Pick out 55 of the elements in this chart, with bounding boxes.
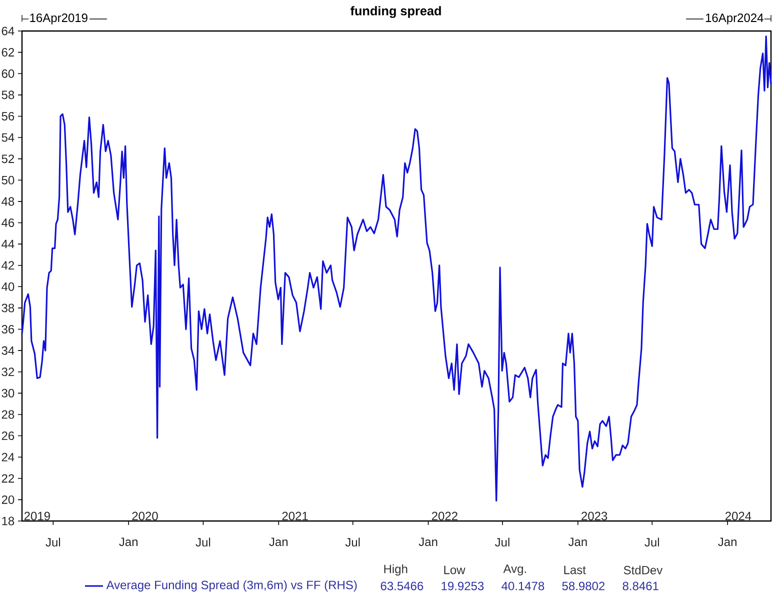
y-tick-label: 42 xyxy=(2,261,14,270)
y-tick-label: 62 xyxy=(2,48,14,57)
text: 16Apr2019 xyxy=(30,14,88,24)
y-tick-label: 18 xyxy=(2,516,14,526)
x2-tick-label: 2021 xyxy=(282,512,308,520)
x-tick-label: Jul xyxy=(345,538,360,547)
x-tick-label: Jul xyxy=(46,538,60,547)
y-tick-label: 52 xyxy=(2,154,14,164)
text: Avg. xyxy=(503,564,526,576)
text: StdDev xyxy=(624,566,663,574)
x2-tick-label: 2024 xyxy=(725,512,752,520)
x2-tick-label: 2022 xyxy=(432,512,458,520)
y-tick-label: 36 xyxy=(2,325,14,334)
text: Low xyxy=(444,566,466,574)
y-tick-label: 34 xyxy=(2,346,14,355)
text: 8.8461 xyxy=(622,582,658,590)
y-tick-label: 22 xyxy=(2,474,14,483)
line-series xyxy=(21,36,772,502)
x-tick-label: Jul xyxy=(644,538,659,547)
y-tick-label: 38 xyxy=(2,304,14,312)
x-tick-label: Jul xyxy=(494,538,510,547)
x-tick-label: Jan xyxy=(718,538,736,546)
text: Last xyxy=(564,566,586,574)
text: 40.1478 xyxy=(502,582,544,590)
x-tick-label: Jan xyxy=(568,538,587,546)
x-tick-label: Jan xyxy=(418,538,438,546)
y-tick-label: 32 xyxy=(2,368,14,376)
y-tick-label: 44 xyxy=(2,240,14,248)
x-tick-label: Jan xyxy=(269,538,288,546)
y-tick-label: 26 xyxy=(2,432,14,440)
y-tick-label: 64 xyxy=(2,26,14,36)
text: 16Apr2024 xyxy=(706,14,764,24)
x-tick-label: Jan xyxy=(119,538,138,546)
chart-title: funding spread xyxy=(350,6,441,18)
legend-label: Average Funding Spread (3m,6m) vs FF (RHS) xyxy=(106,580,357,592)
y-tick-label: 30 xyxy=(2,388,14,398)
y-tick-label: 24 xyxy=(2,452,14,462)
y-tick-label: 56 xyxy=(2,112,14,120)
x2-tick-label: 2020 xyxy=(132,512,158,520)
y-tick-label: 46 xyxy=(2,218,14,227)
y-tick-label: 40 xyxy=(2,282,14,291)
text: 58.9802 xyxy=(562,582,605,590)
y-tick-label: 20 xyxy=(2,495,14,504)
y-tick-label: 50 xyxy=(2,176,14,184)
x2-tick-label: 2019 xyxy=(24,512,50,520)
x2-tick-label: 2023 xyxy=(582,512,608,520)
x-tick-label: Jul xyxy=(196,538,210,547)
text: 19.9253 xyxy=(442,582,484,590)
y-tick-label: 48 xyxy=(2,197,14,206)
y-tick-label: 28 xyxy=(2,410,14,419)
text: 63.5466 xyxy=(380,582,424,590)
y-tick-label: 60 xyxy=(2,69,14,78)
y-tick-label: 54 xyxy=(2,133,14,142)
text: High xyxy=(384,564,408,576)
y-tick-label: 58 xyxy=(2,90,14,100)
